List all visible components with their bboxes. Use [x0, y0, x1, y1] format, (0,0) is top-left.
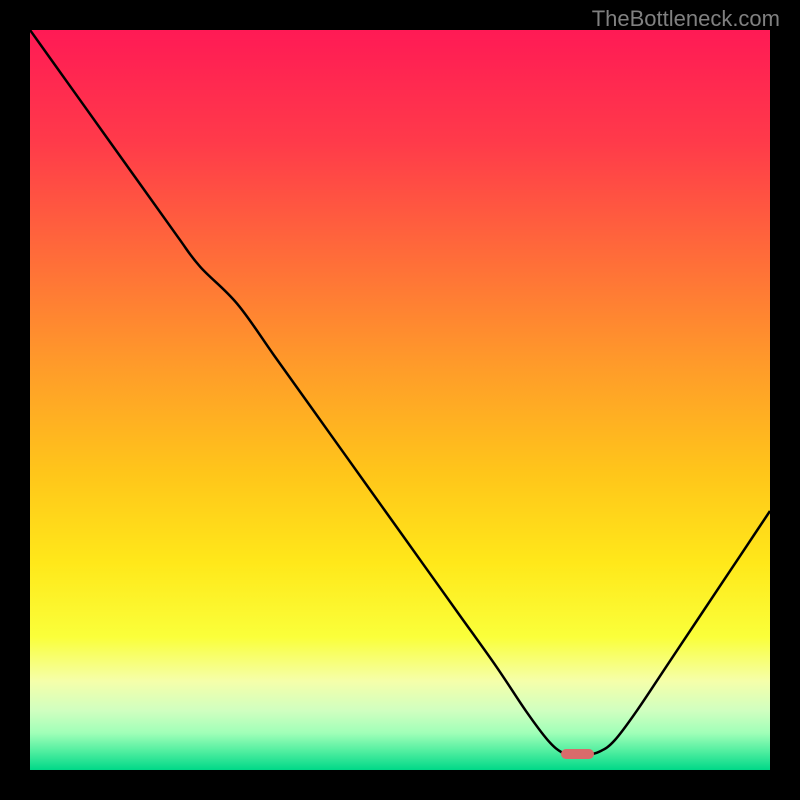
optimal-marker — [561, 749, 594, 759]
plot-area — [30, 30, 770, 770]
bottleneck-curve — [30, 30, 770, 770]
watermark-text: TheBottleneck.com — [592, 6, 780, 32]
